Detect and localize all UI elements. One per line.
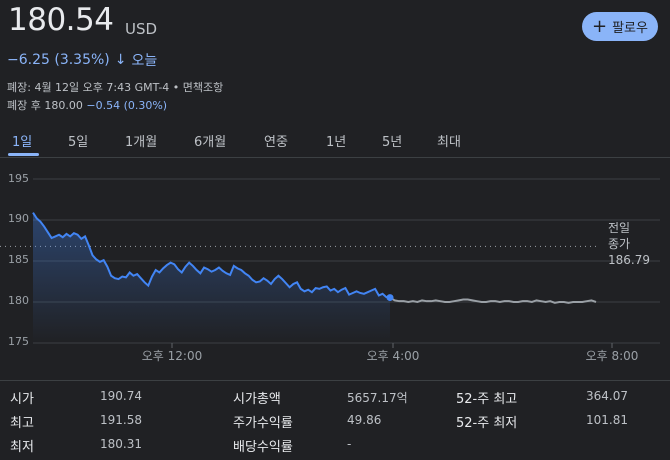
- plus-icon: +: [592, 15, 608, 37]
- stat-52w-high-label: 52-주 최고: [456, 392, 518, 407]
- stat-52w-low-label: 52-주 최저: [456, 416, 518, 431]
- x-tick-label: 오후 12:00: [142, 349, 202, 363]
- y-tick-label: 195: [8, 172, 29, 185]
- stat-high-label: 최고: [10, 416, 34, 431]
- after-hours-price: 180.00: [44, 99, 83, 112]
- tab-1m[interactable]: 1개월: [125, 135, 158, 150]
- x-axis: 오후 12:00 오후 4:00 오후 8:00: [142, 343, 639, 363]
- price-area-fill: [33, 212, 390, 343]
- close-point: [386, 294, 394, 302]
- tab-6m[interactable]: 6개월: [194, 135, 227, 150]
- down-arrow-icon: ↓: [114, 52, 127, 68]
- after-hours-info: 폐장 후 180.00 −0.54 (0.30%): [7, 97, 167, 113]
- after-hours-line: [389, 296, 597, 304]
- stat-open-label: 시가: [10, 392, 34, 407]
- price-line: [32, 212, 391, 299]
- stat-52w-high-value: 364.07: [586, 389, 628, 403]
- stat-market-cap-label: 시가총액: [233, 392, 281, 407]
- stat-low-label: 최저: [10, 440, 34, 455]
- stat-open-value: 190.74: [100, 389, 142, 403]
- previous-close-value: 186.79: [608, 253, 650, 267]
- after-hours-label: 폐장 후: [7, 99, 41, 112]
- stat-high-value: 191.58: [100, 413, 142, 427]
- change-period: 오늘: [131, 53, 158, 69]
- y-tick-label: 185: [8, 253, 29, 266]
- tab-1d[interactable]: 1일: [12, 135, 33, 150]
- previous-close-label-2: 종가: [608, 237, 631, 251]
- y-tick-label: 190: [8, 212, 29, 225]
- previous-close-annotation: 전일 종가 186.79: [608, 220, 650, 268]
- y-tick-label: 175: [8, 335, 29, 348]
- tab-ytd[interactable]: 연중: [264, 135, 288, 150]
- x-tick-label: 오후 4:00: [367, 349, 420, 363]
- stat-market-cap-value: 5657.17억: [347, 391, 408, 405]
- y-tick-label: 180: [8, 294, 29, 307]
- stock-price: 180.54: [8, 2, 114, 38]
- stat-dividend-value: -: [347, 437, 352, 451]
- follow-button[interactable]: + 팔로우: [582, 12, 658, 41]
- range-tabs: 1일 5일 1개월 6개월 연중 1년 5년 최대: [0, 124, 670, 154]
- x-tick-label: 오후 8:00: [586, 349, 639, 363]
- stat-low-value: 180.31: [100, 437, 142, 451]
- tab-5d[interactable]: 5일: [68, 135, 89, 150]
- stat-52w-low-value: 101.81: [586, 413, 628, 427]
- tab-max[interactable]: 최대: [437, 135, 461, 150]
- stat-pe-label: 주가수익률: [233, 416, 293, 431]
- price-change: −6.25 (3.35%) ↓ 오늘: [7, 50, 157, 70]
- previous-close-label-1: 전일: [608, 221, 631, 235]
- after-hours-change: −0.54 (0.30%): [86, 99, 168, 112]
- currency-label: USD: [125, 20, 158, 38]
- stat-dividend-label: 배당수익률: [233, 440, 293, 455]
- stats-divider: [0, 380, 670, 381]
- tabs-divider: [0, 157, 670, 158]
- close-info: 폐장: 4월 12일 오후 7:43 GMT-4 • 면책조항: [7, 81, 224, 94]
- tab-1y[interactable]: 1년: [326, 135, 347, 150]
- active-tab-indicator: [8, 153, 39, 156]
- tab-5y[interactable]: 5년: [382, 135, 403, 150]
- follow-label: 팔로우: [612, 21, 648, 36]
- stat-pe-value: 49.86: [347, 413, 382, 427]
- change-value: −6.25 (3.35%): [7, 52, 110, 68]
